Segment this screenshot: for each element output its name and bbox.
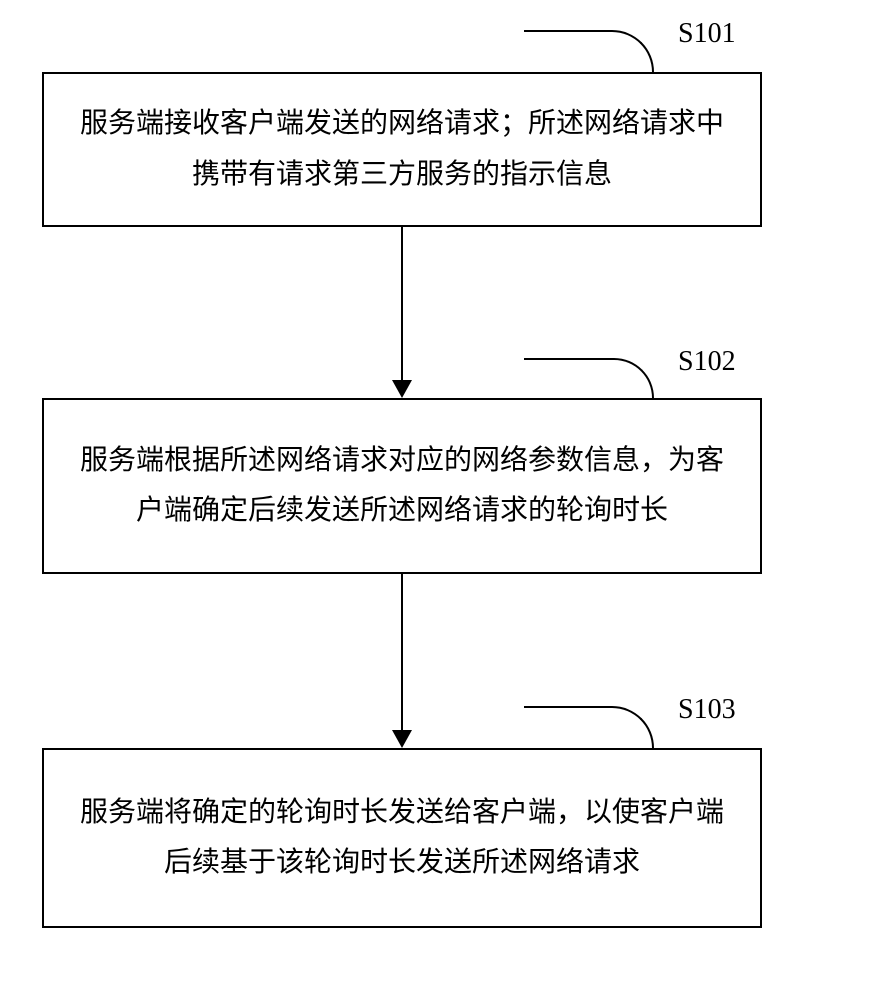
callout-line-s101 [524,30,654,72]
arrow-head-2 [392,730,412,748]
step-box-s101: 服务端接收客户端发送的网络请求；所述网络请求中携带有请求第三方服务的指示信息 [42,72,762,227]
step-text-s103: 服务端将确定的轮询时长发送给客户端，以使客户端后续基于该轮询时长发送所述网络请求 [74,788,730,889]
step-label-s101: S101 [678,18,736,50]
step-label-s102: S102 [678,346,736,378]
step-label-s103: S103 [678,694,736,726]
arrow-line-1 [401,227,403,380]
arrow-head-1 [392,380,412,398]
step-text-s102: 服务端根据所述网络请求对应的网络参数信息，为客户端确定后续发送所述网络请求的轮询… [74,436,730,537]
callout-line-s102 [524,358,654,398]
step-text-s101: 服务端接收客户端发送的网络请求；所述网络请求中携带有请求第三方服务的指示信息 [74,99,730,200]
step-box-s102: 服务端根据所述网络请求对应的网络参数信息，为客户端确定后续发送所述网络请求的轮询… [42,398,762,574]
arrow-line-2 [401,574,403,730]
step-box-s103: 服务端将确定的轮询时长发送给客户端，以使客户端后续基于该轮询时长发送所述网络请求 [42,748,762,928]
flowchart-container: S101 服务端接收客户端发送的网络请求；所述网络请求中携带有请求第三方服务的指… [0,0,884,1000]
callout-line-s103 [524,706,654,748]
